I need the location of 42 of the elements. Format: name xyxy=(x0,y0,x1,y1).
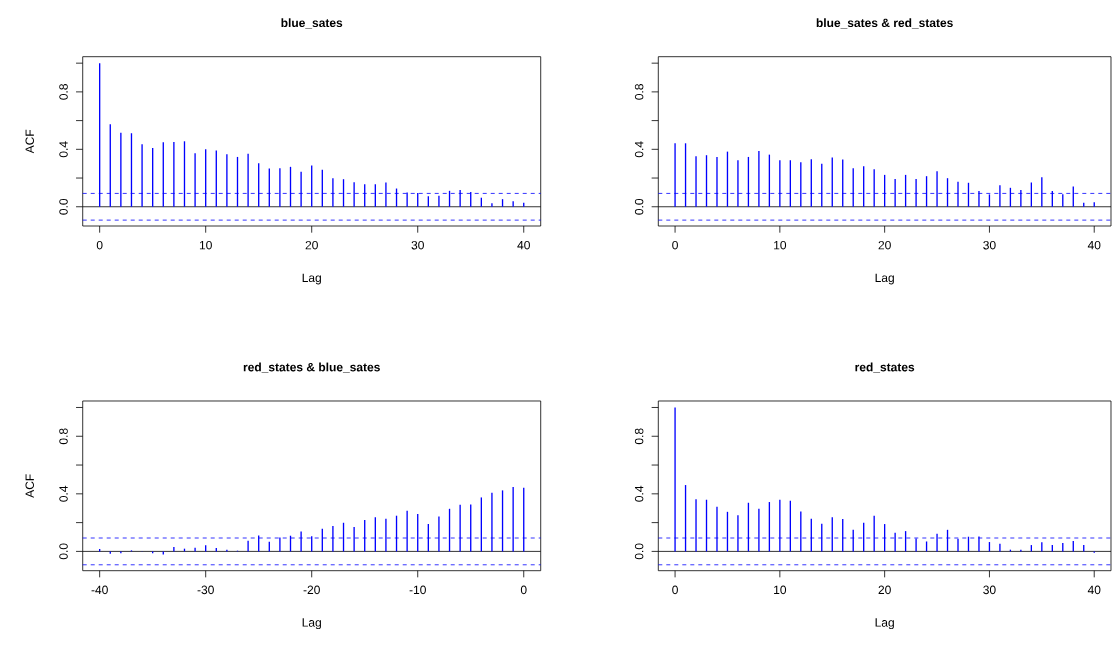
y-tick-label: 0.8 xyxy=(634,84,644,100)
y-tick-label: 0.4 xyxy=(634,141,644,158)
x-tick-label: -40 xyxy=(91,585,108,595)
x-tick-label: 10 xyxy=(199,240,212,250)
x-tick-label: 30 xyxy=(983,240,996,250)
y-tick-label: 0.0 xyxy=(634,543,644,560)
y-tick-label: 0.4 xyxy=(59,485,68,502)
chart-title: blue_sates & red_states xyxy=(816,18,953,29)
chart-title: blue_sates xyxy=(281,18,343,29)
x-tick-label: 40 xyxy=(1087,240,1101,250)
x-tick-label: 20 xyxy=(878,240,891,250)
x-tick-label: -30 xyxy=(197,585,214,595)
x-tick-label: 40 xyxy=(517,240,530,250)
x-tick-label: 20 xyxy=(305,240,318,250)
x-tick-label: -10 xyxy=(409,585,426,595)
x-axis-title: Lag xyxy=(302,618,321,630)
y-tick-label: 0.8 xyxy=(634,428,644,445)
x-tick-label: 40 xyxy=(1087,585,1101,595)
x-tick-label: 0 xyxy=(96,240,103,250)
y-tick-label: 0.4 xyxy=(59,141,68,158)
y-tick-label: 0.8 xyxy=(59,428,68,445)
x-tick-label: 10 xyxy=(774,240,787,250)
x-tick-label: 20 xyxy=(878,585,891,595)
y-axis-title: ACF xyxy=(25,474,34,498)
y-tick-label: 0.0 xyxy=(59,543,68,560)
chart-title: red_states & blue_sates xyxy=(243,362,380,373)
x-axis-title: Lag xyxy=(875,273,894,285)
x-tick-label: 30 xyxy=(411,240,424,250)
x-tick-label: -20 xyxy=(303,585,320,595)
x-tick-label: 30 xyxy=(983,585,996,595)
y-tick-label: 0.0 xyxy=(59,198,68,215)
y-tick-label: 0.4 xyxy=(634,485,644,502)
x-tick-label: 0 xyxy=(672,585,678,595)
x-tick-label: 0 xyxy=(520,585,527,595)
y-axis-title: ACF xyxy=(25,129,34,154)
x-axis-title: Lag xyxy=(302,273,321,285)
y-tick-label: 0.8 xyxy=(59,84,68,100)
x-tick-label: 10 xyxy=(774,585,787,595)
chart-title: red_states xyxy=(855,362,915,373)
x-axis-title: Lag xyxy=(875,618,894,630)
y-tick-label: 0.0 xyxy=(634,198,644,215)
x-tick-label: 0 xyxy=(672,240,678,250)
